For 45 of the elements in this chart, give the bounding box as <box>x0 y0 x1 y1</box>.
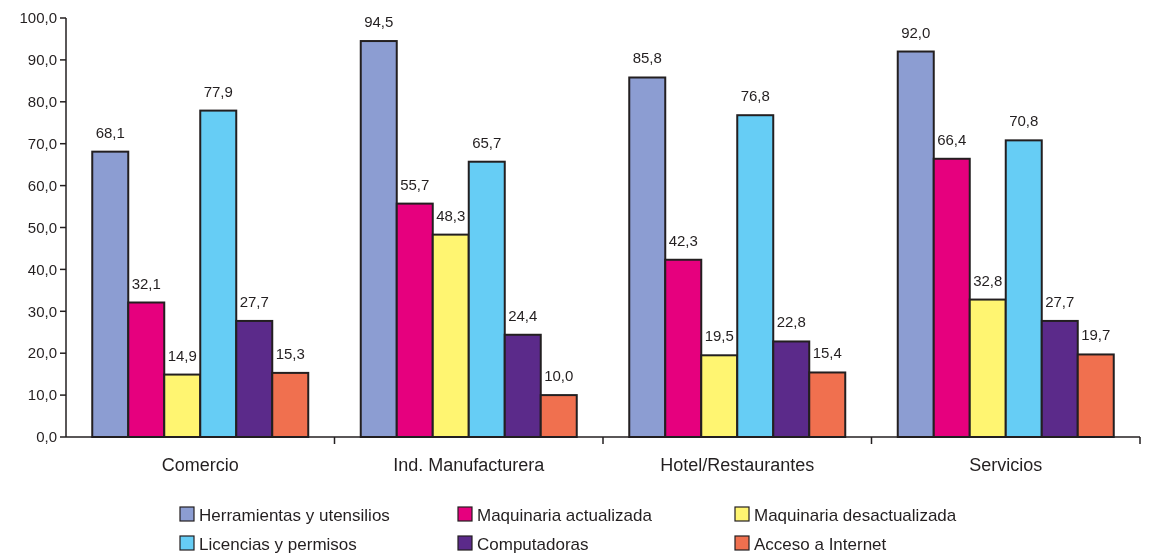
data-label: 70,8 <box>1009 112 1039 130</box>
data-label: 19,5 <box>704 327 734 345</box>
data-label: 32,1 <box>131 274 161 292</box>
data-label: 76,8 <box>740 87 770 105</box>
data-label: 27,7 <box>1045 292 1075 310</box>
y-tick-label: 10,0 <box>27 386 57 404</box>
data-label: 22,8 <box>776 313 806 331</box>
y-tick-label: 90,0 <box>27 51 57 69</box>
y-tick-label: 50,0 <box>27 218 57 236</box>
y-tick-label: 0,0 <box>36 428 57 446</box>
legend-label: Licencias y permisos <box>199 534 357 554</box>
data-label: 42,3 <box>668 231 698 249</box>
y-tick-label: 40,0 <box>27 260 57 278</box>
data-label: 19,7 <box>1081 326 1111 344</box>
x-tick-label: Comercio <box>161 455 239 475</box>
data-label: 15,3 <box>275 344 305 362</box>
y-tick-label: 60,0 <box>27 176 57 194</box>
data-label: 32,8 <box>973 271 1003 289</box>
data-label: 10,0 <box>544 367 574 385</box>
y-tick-label: 100,0 <box>19 9 57 27</box>
y-tick-label: 30,0 <box>27 302 57 320</box>
legend-label: Herramientas y utensilios <box>199 505 390 525</box>
legend-label: Acceso a Internet <box>754 534 887 554</box>
data-label: 55,7 <box>400 175 430 193</box>
y-tick-label: 70,0 <box>27 134 57 152</box>
y-tick-label: 20,0 <box>27 344 57 362</box>
legend-label: Maquinaria desactualizada <box>754 505 957 525</box>
data-label: 65,7 <box>472 133 502 151</box>
legend-label: Maquinaria actualizada <box>477 505 653 525</box>
x-tick-label: Hotel/Restaurantes <box>660 455 815 475</box>
data-label: 14,9 <box>167 346 197 364</box>
x-tick-label: Ind. Manufacturera <box>393 455 546 475</box>
data-label: 66,4 <box>937 130 967 148</box>
legend-label: Computadoras <box>477 534 589 554</box>
x-tick-label: Servicios <box>969 455 1043 475</box>
data-label: 68,1 <box>95 123 125 141</box>
data-label: 85,8 <box>632 49 662 67</box>
data-label: 48,3 <box>436 206 466 224</box>
data-label: 24,4 <box>508 306 538 324</box>
data-label: 92,0 <box>901 23 931 41</box>
data-label: 27,7 <box>239 292 269 310</box>
y-tick-label: 80,0 <box>27 93 57 111</box>
data-label: 94,5 <box>364 13 394 31</box>
data-label: 15,4 <box>812 344 842 362</box>
data-label: 77,9 <box>203 82 233 100</box>
